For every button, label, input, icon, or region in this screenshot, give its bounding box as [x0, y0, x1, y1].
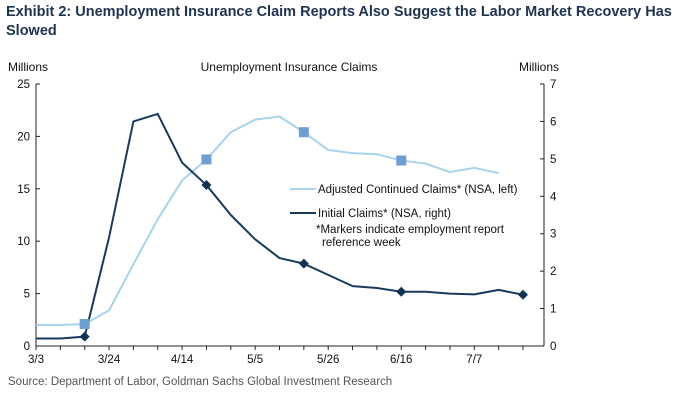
continued-claims-marker	[298, 127, 309, 138]
left-tick-label: 20	[17, 131, 30, 143]
legend: Adjusted Continued Claims* (NSA, left) I…	[290, 184, 518, 249]
left-tick-label: 5	[24, 289, 30, 301]
right-tick-label: 0	[550, 341, 556, 353]
x-tick-label: 3/3	[28, 354, 44, 366]
right-tick-label: 5	[550, 154, 556, 166]
left-axis-unit-label: Millions	[8, 60, 48, 74]
continued-claims-marker	[396, 155, 407, 166]
axes: 0 5 10 15 20 25 0 1 2 3 4 5 6 7 3/3 3/24 4/14 5/5 5/26 6/16…	[17, 79, 557, 366]
markers-note: *Markers indicate employment report refer…	[316, 224, 505, 249]
x-tick-label: 5/5	[247, 354, 263, 366]
left-tick-label: 25	[17, 79, 30, 91]
markers-note-line: reference week	[322, 237, 401, 249]
continued-claims-marker	[79, 318, 90, 329]
x-tick-label: 6/16	[390, 354, 412, 366]
initial-claims-marker	[79, 331, 90, 342]
initial-claims-line	[36, 112, 524, 340]
right-tick-label: 7	[550, 79, 556, 91]
initial-claims-marker	[396, 286, 407, 297]
series-layer	[36, 112, 528, 342]
left-tick-label: 0	[24, 341, 30, 353]
right-tick-label: 4	[550, 191, 557, 203]
left-tick-label: 15	[17, 184, 30, 196]
legend-label-initial: Initial Claims* (NSA, right)	[318, 208, 451, 220]
right-tick-label: 1	[550, 304, 556, 316]
left-tick-label: 10	[17, 236, 30, 248]
source-note: Source: Department of Labor, Goldman Sac…	[8, 376, 393, 388]
right-tick-label: 3	[550, 229, 556, 241]
x-tick-label: 4/14	[171, 354, 194, 366]
initial-claims-marker	[201, 180, 212, 191]
initial-claims-marker	[518, 289, 528, 300]
legend-label-continued: Adjusted Continued Claims* (NSA, left)	[318, 184, 518, 196]
x-tick-label: 5/26	[317, 354, 339, 366]
x-tick-label: 7/7	[466, 354, 482, 366]
right-tick-label: 6	[550, 116, 556, 128]
continued-claims-line	[36, 115, 499, 327]
right-axis-unit-label: Millions	[519, 60, 559, 74]
exhibit-title: Exhibit 2: Unemployment Insurance Claim …	[6, 4, 672, 39]
continued-claims-marker	[201, 154, 212, 165]
right-tick-label: 2	[550, 266, 556, 278]
chart-title: Unemployment Insurance Claims	[201, 60, 378, 74]
markers-note-line: *Markers indicate employment report	[316, 224, 505, 236]
initial-claims-marker	[298, 258, 309, 269]
x-tick-label: 3/24	[98, 354, 121, 366]
